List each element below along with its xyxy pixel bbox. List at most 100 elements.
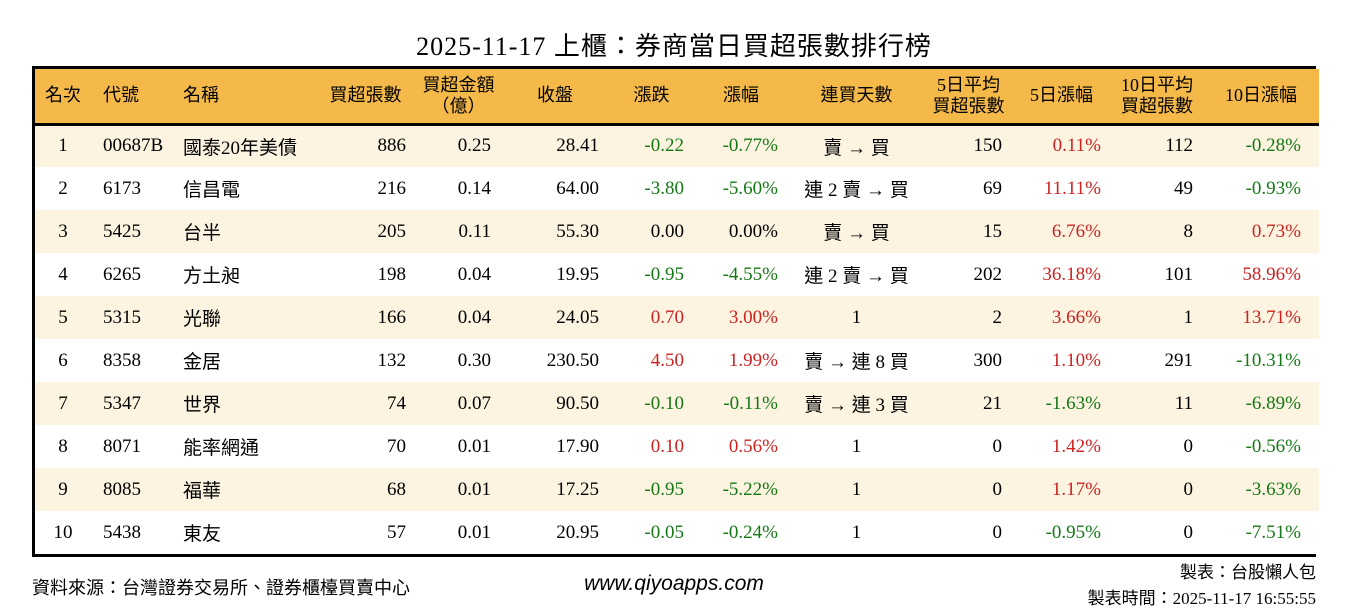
cell-chgpct: -4.55% xyxy=(722,263,778,285)
cell-pct5: -1.63% xyxy=(1045,392,1101,414)
cell-avg10: 291 xyxy=(1164,349,1194,371)
cell-pct10: -6.89% xyxy=(1245,392,1301,414)
cell-amount: 0.11 xyxy=(458,220,491,242)
cell-amount: 0.07 xyxy=(457,392,491,414)
cell-rank: 5 xyxy=(58,306,68,328)
cell-pct10: -10.31% xyxy=(1236,349,1301,371)
cell-avg5: 202 xyxy=(973,263,1003,285)
cell-chgpct: 3.00% xyxy=(728,306,778,328)
cell-amount: 0.01 xyxy=(457,435,491,457)
cell-close: 24.05 xyxy=(556,306,599,328)
cell-code: 5347 xyxy=(103,392,141,414)
cell-change: 4.50 xyxy=(650,349,684,371)
cell-avg5: 0 xyxy=(992,435,1003,457)
table-row: 7 5347 世界 74 0.07 90.50 -0.10 -0.11% 賣 → 連 3 買 21… xyxy=(35,382,1319,425)
column-header-chgpct: 漲幅 xyxy=(694,69,788,126)
cell-close: 64.00 xyxy=(556,177,599,199)
column-header-amount: 買超金額 （億） xyxy=(416,69,501,126)
cell-code: 5315 xyxy=(103,306,141,328)
cell-streak: 1 xyxy=(851,521,862,543)
column-header-avg5: 5日平均 買超張數 xyxy=(925,69,1012,126)
column-header-pct10: 10日漲幅 xyxy=(1203,69,1319,126)
cell-pct10: 58.96% xyxy=(1242,263,1301,285)
column-header-close: 收盤 xyxy=(501,69,609,126)
cell-streak: 賣 → 買 xyxy=(823,137,890,159)
cell-avg5: 150 xyxy=(973,135,1003,157)
column-header-name: 名稱 xyxy=(175,69,315,126)
column-header-avg10: 10日平均 買超張數 xyxy=(1111,69,1203,126)
table-row: 5 5315 光聯 166 0.04 24.05 0.70 3.00% 1 2 3.66% 1 13.7… xyxy=(35,296,1319,339)
cell-name: 東友 xyxy=(183,524,222,545)
cell-chgpct: -0.11% xyxy=(723,392,778,414)
cell-volume: 57 xyxy=(387,521,406,543)
cell-streak: 賣 → 買 xyxy=(823,223,890,244)
cell-chgpct: 0.00% xyxy=(728,220,778,242)
cell-close: 230.50 xyxy=(546,349,599,371)
cell-rank: 6 xyxy=(58,349,68,371)
cell-name: 福華 xyxy=(183,481,222,502)
cell-change: -3.80 xyxy=(644,177,684,199)
cell-avg10: 49 xyxy=(1174,177,1193,199)
cell-code: 5438 xyxy=(103,521,141,543)
cell-code: 8358 xyxy=(103,349,141,371)
ranking-table: 名次 代號 名稱 買超張數 買超金額 （億） 收盤 漲跌 漲幅 連買天數 5日平均 買超張數 5日漲… xyxy=(35,69,1319,554)
cell-avg10: 0 xyxy=(1183,478,1194,500)
cell-pct5: 1.17% xyxy=(1051,478,1101,500)
cell-code: 8085 xyxy=(103,478,141,500)
cell-volume: 70 xyxy=(387,435,406,457)
cell-avg5: 69 xyxy=(983,177,1002,199)
table-header-row: 名次 代號 名稱 買超張數 買超金額 （億） 收盤 漲跌 漲幅 連買天數 5日平均 買超張數 5日漲… xyxy=(35,69,1319,126)
cell-pct5: 1.10% xyxy=(1051,349,1101,371)
report-credits: 製表：台股懶人包 製表時間：2025-11-17 16:55:55 xyxy=(1088,560,1316,612)
cell-amount: 0.04 xyxy=(457,263,491,285)
table-row: 1 00687B 國泰20年美債 886 0.25 28.41 -0.22 -0.77% 賣 →… xyxy=(35,124,1319,167)
cell-change: -0.95 xyxy=(644,478,684,500)
cell-chgpct: -0.24% xyxy=(722,521,778,543)
cell-avg5: 21 xyxy=(983,392,1002,414)
cell-change: 0.70 xyxy=(650,306,684,328)
cell-change: -0.10 xyxy=(644,392,684,414)
cell-name: 方土昶 xyxy=(183,266,241,287)
cell-amount: 0.01 xyxy=(457,478,491,500)
column-header-streak: 連買天數 xyxy=(788,69,925,126)
cell-pct10: -0.93% xyxy=(1245,177,1301,199)
cell-pct10: -7.51% xyxy=(1245,521,1301,543)
cell-volume: 166 xyxy=(377,306,407,328)
table-row: 10 5438 東友 57 0.01 20.95 -0.05 -0.24% 1 0 -0.95% 0-… xyxy=(35,511,1319,554)
report-maker: 製表：台股懶人包 xyxy=(1180,563,1316,582)
cell-streak: 連 2 賣 → 買 xyxy=(804,180,909,201)
ranking-table-container: 名次 代號 名稱 買超張數 買超金額 （億） 收盤 漲跌 漲幅 連買天數 5日平均 買超張數 5日漲… xyxy=(32,66,1319,557)
cell-avg5: 0 xyxy=(992,478,1003,500)
cell-close: 17.25 xyxy=(556,478,599,500)
column-header-volume: 買超張數 xyxy=(315,69,416,126)
cell-name: 信昌電 xyxy=(183,180,241,201)
cell-pct5: 3.66% xyxy=(1051,306,1101,328)
cell-avg5: 0 xyxy=(992,521,1003,543)
cell-change: -0.95 xyxy=(644,263,684,285)
cell-pct5: -0.95% xyxy=(1045,521,1101,543)
cell-avg5: 300 xyxy=(973,349,1003,371)
cell-pct10: -3.63% xyxy=(1245,478,1301,500)
table-row: 3 5425 台半 205 0.11 55.30 0.00 0.00% 賣 → 買 15 6.76%… xyxy=(35,210,1319,253)
website-url: www.qiyoapps.com xyxy=(584,572,764,595)
table-row: 8 8071 能率網通 70 0.01 17.90 0.10 0.56% 1 0 1.42% 0 -0.… xyxy=(35,425,1319,468)
cell-pct5: 6.76% xyxy=(1051,220,1101,242)
cell-chgpct: 0.56% xyxy=(728,435,778,457)
table-row: 6 8358 金居 132 0.30 230.50 4.50 1.99% 賣 → 連 8 買 30… xyxy=(35,339,1319,382)
cell-avg10: 1 xyxy=(1183,306,1194,328)
cell-rank: 8 xyxy=(58,435,68,457)
cell-volume: 216 xyxy=(377,177,407,199)
cell-change: -0.05 xyxy=(644,521,684,543)
cell-volume: 74 xyxy=(387,392,406,414)
cell-streak: 1 xyxy=(851,478,862,500)
cell-avg10: 8 xyxy=(1183,220,1194,242)
column-header-change: 漲跌 xyxy=(609,69,694,126)
cell-close: 90.50 xyxy=(556,392,599,414)
cell-name: 台半 xyxy=(183,223,222,244)
column-header-code: 代號 xyxy=(91,69,175,126)
cell-chgpct: -5.60% xyxy=(722,177,778,199)
table-row: 9 8085 福華 68 0.01 17.25 -0.95 -5.22% 1 0 1.17% 0 -3.… xyxy=(35,468,1319,511)
table-row: 4 6265 方土昶 198 0.04 19.95 -0.95 -4.55% 連 2 賣 → 買… xyxy=(35,253,1319,296)
cell-avg10: 0 xyxy=(1183,435,1194,457)
